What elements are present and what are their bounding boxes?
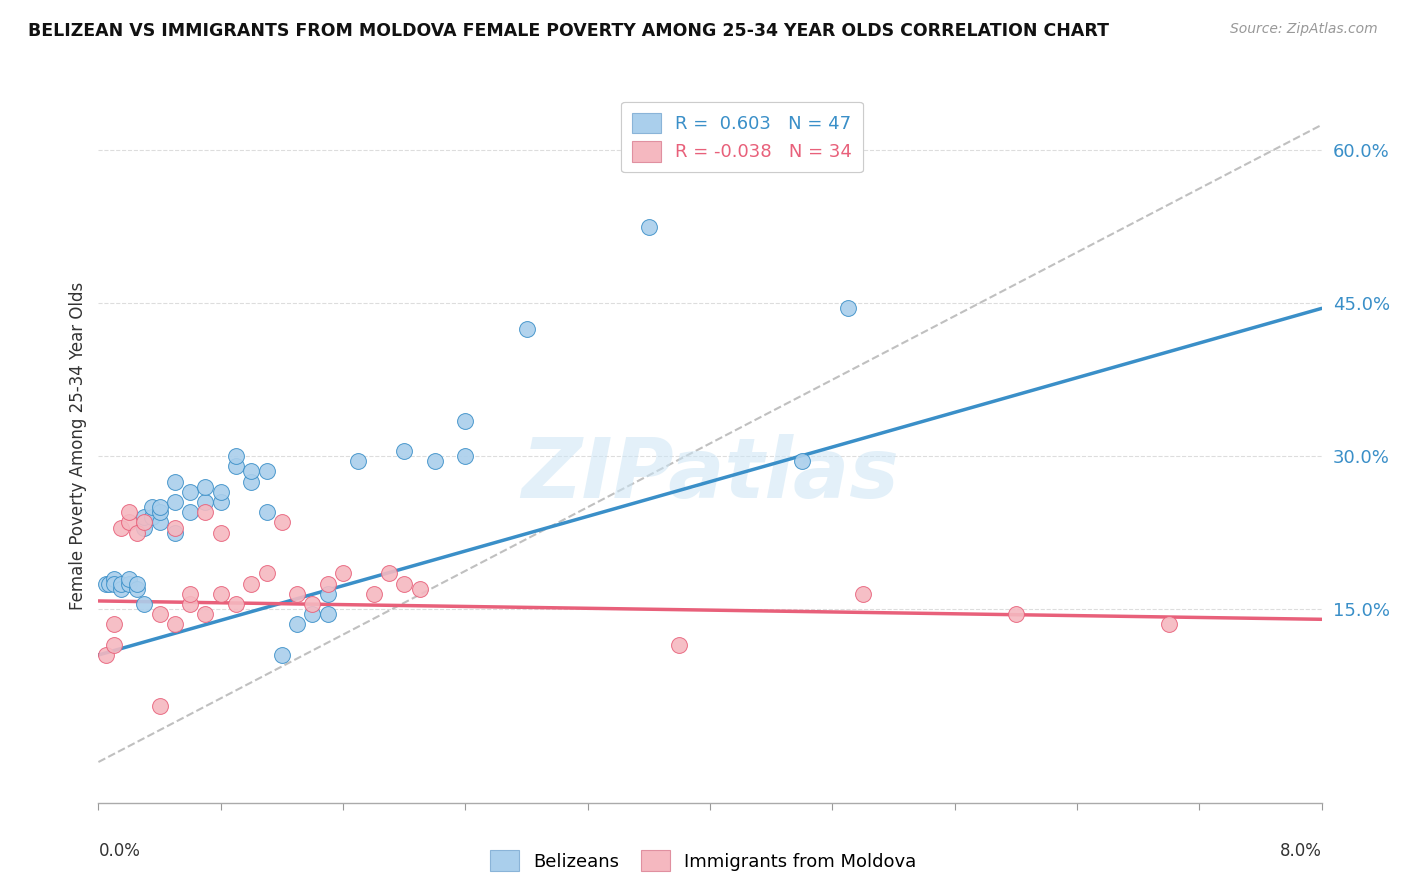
Point	[194, 495, 217, 509]
Point	[125, 576, 148, 591]
Point	[1004, 607, 1026, 622]
Text: BELIZEAN VS IMMIGRANTS FROM MOLDOVA FEMALE POVERTY AMONG 25-34 YEAR OLDS CORRELA: BELIZEAN VS IMMIGRANTS FROM MOLDOVA FEMA…	[28, 22, 1109, 40]
Point	[423, 454, 446, 468]
Point	[179, 597, 201, 611]
Point	[149, 500, 172, 515]
Point	[837, 301, 859, 316]
Point	[163, 520, 186, 534]
Point	[668, 638, 690, 652]
Point	[110, 576, 132, 591]
Text: 0.0%: 0.0%	[98, 842, 141, 860]
Point	[225, 459, 247, 474]
Point	[163, 525, 186, 540]
Point	[270, 648, 294, 662]
Text: ZIPatlas: ZIPatlas	[522, 434, 898, 515]
Point	[118, 516, 141, 530]
Point	[240, 475, 263, 489]
Point	[285, 617, 308, 632]
Point	[118, 505, 141, 519]
Point	[103, 576, 125, 591]
Point	[94, 648, 117, 662]
Point	[301, 597, 323, 611]
Point	[363, 587, 385, 601]
Point	[118, 576, 141, 591]
Legend: R =  0.603   N = 47, R = -0.038   N = 34: R = 0.603 N = 47, R = -0.038 N = 34	[621, 102, 863, 172]
Text: Source: ZipAtlas.com: Source: ZipAtlas.com	[1230, 22, 1378, 37]
Point	[516, 322, 538, 336]
Point	[316, 576, 339, 591]
Point	[332, 566, 354, 581]
Point	[285, 587, 308, 601]
Point	[103, 572, 125, 586]
Point	[194, 480, 217, 494]
Point	[454, 413, 477, 427]
Legend: Belizeans, Immigrants from Moldova: Belizeans, Immigrants from Moldova	[482, 843, 924, 879]
Y-axis label: Female Poverty Among 25-34 Year Olds: Female Poverty Among 25-34 Year Olds	[69, 282, 87, 610]
Point	[134, 520, 156, 534]
Point	[209, 525, 232, 540]
Point	[149, 516, 172, 530]
Point	[209, 495, 232, 509]
Point	[256, 566, 278, 581]
Point	[637, 219, 661, 234]
Point	[179, 505, 201, 519]
Point	[125, 525, 148, 540]
Point	[194, 607, 217, 622]
Point	[256, 505, 278, 519]
Point	[378, 566, 401, 581]
Point	[194, 505, 217, 519]
Point	[98, 576, 121, 591]
Point	[408, 582, 430, 596]
Point	[270, 516, 294, 530]
Point	[1157, 617, 1180, 632]
Point	[240, 576, 263, 591]
Point	[392, 444, 416, 458]
Point	[790, 454, 813, 468]
Point	[163, 617, 186, 632]
Point	[163, 495, 186, 509]
Point	[141, 500, 163, 515]
Point	[110, 520, 132, 534]
Point	[134, 516, 156, 530]
Point	[454, 449, 477, 463]
Point	[125, 582, 148, 596]
Point	[103, 617, 125, 632]
Point	[179, 587, 201, 601]
Point	[110, 582, 132, 596]
Point	[149, 698, 172, 713]
Point	[163, 475, 186, 489]
Point	[301, 607, 323, 622]
Point	[209, 484, 232, 499]
Point	[225, 449, 247, 463]
Point	[134, 597, 156, 611]
Point	[103, 638, 125, 652]
Point	[392, 576, 416, 591]
Point	[852, 587, 875, 601]
Point	[240, 465, 263, 479]
Text: 8.0%: 8.0%	[1279, 842, 1322, 860]
Point	[149, 607, 172, 622]
Point	[256, 465, 278, 479]
Point	[347, 454, 370, 468]
Point	[141, 510, 163, 524]
Point	[149, 505, 172, 519]
Point	[209, 587, 232, 601]
Point	[225, 597, 247, 611]
Point	[179, 484, 201, 499]
Point	[316, 587, 339, 601]
Point	[134, 510, 156, 524]
Point	[118, 572, 141, 586]
Point	[316, 607, 339, 622]
Point	[94, 576, 117, 591]
